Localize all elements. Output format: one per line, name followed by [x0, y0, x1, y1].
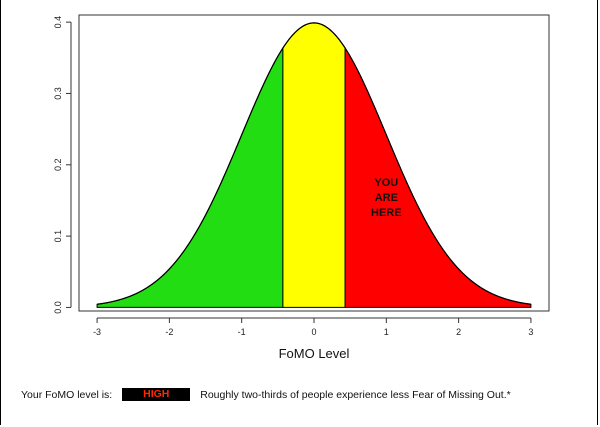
- fomo-region-mid: [282, 22, 346, 308]
- fomo-region-high: [344, 46, 532, 308]
- density-curve: [96, 22, 532, 305]
- x-tick-label: 1: [384, 327, 389, 337]
- x-tick-label: 0: [311, 327, 316, 337]
- x-tick-label: -1: [238, 327, 246, 337]
- density-plot: -3 -2 -1 0 1 2 3 0.0 0.1 0.2 0.3 0.4 FoMO Level YO…: [53, 14, 550, 361]
- annotation-line: HERE: [371, 207, 402, 219]
- y-tick-label: 0.0: [53, 301, 63, 314]
- annotation-line: ARE: [375, 192, 398, 204]
- x-tick-label: -3: [93, 327, 101, 337]
- result-description: Roughly two-thirds of people experience …: [200, 388, 511, 401]
- fomo-regions: [96, 22, 532, 308]
- result-row: Your FoMO level is: HIGH Roughly two-thi…: [21, 388, 511, 401]
- y-axis: 0.0 0.1 0.2 0.3 0.4: [53, 16, 72, 314]
- annotation-line: YOU: [374, 177, 398, 189]
- x-tick-label: -2: [165, 327, 173, 337]
- y-tick-label: 0.4: [53, 16, 63, 29]
- y-tick-label: 0.1: [53, 230, 63, 243]
- you-are-here-annotation: YOU ARE HERE: [371, 177, 402, 219]
- x-tick-label: 2: [456, 327, 461, 337]
- x-tick-label: 3: [528, 327, 533, 337]
- plot-box: [78, 14, 550, 312]
- x-axis: -3 -2 -1 0 1 2 3: [93, 317, 533, 337]
- y-tick-label: 0.3: [53, 87, 63, 100]
- fomo-region-low: [96, 46, 284, 308]
- x-axis-title: FoMO Level: [279, 346, 350, 361]
- fomo-level-badge: HIGH: [122, 388, 191, 401]
- y-tick-label: 0.2: [53, 159, 63, 172]
- result-prefix: Your FoMO level is:: [21, 388, 113, 401]
